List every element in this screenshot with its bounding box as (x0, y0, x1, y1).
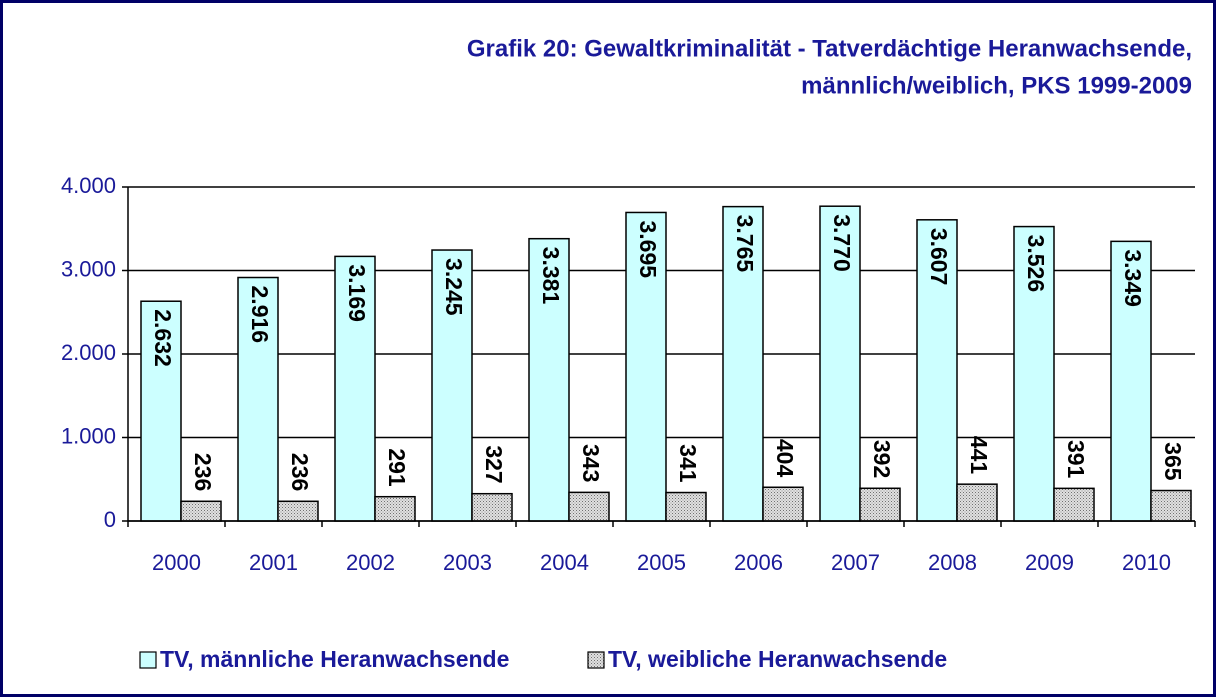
bar (431, 249, 473, 522)
bar (956, 483, 998, 522)
bar (1110, 240, 1152, 522)
legend-swatch (587, 651, 605, 669)
value-label: 3.765 (732, 215, 758, 273)
bar (180, 500, 222, 522)
x-tick-label: 2006 (734, 550, 783, 575)
chart-subtitle: männlich/weiblich, PKS 1999-2009 (801, 72, 1192, 99)
value-label: 3.245 (441, 258, 467, 316)
legend-label: TV, männliche Heranwachsende (160, 646, 509, 672)
y-tick-label: 3.000 (61, 256, 116, 281)
bar (762, 486, 804, 522)
bar (819, 205, 861, 522)
x-tick-label: 2002 (346, 550, 395, 575)
x-tick-label: 2000 (152, 550, 201, 575)
value-label: 392 (869, 440, 895, 478)
value-label: 3.349 (1120, 249, 1146, 307)
y-tick-label: 2.000 (61, 340, 116, 365)
value-label: 3.770 (829, 214, 855, 272)
bar (471, 492, 513, 522)
value-label: 291 (384, 448, 410, 487)
value-label: 236 (287, 453, 313, 491)
bar (1013, 225, 1055, 522)
value-label: 3.607 (926, 228, 952, 286)
legend-label: TV, weibliche Heranwachsende (608, 646, 947, 672)
bar (374, 495, 416, 522)
x-tick-label: 2008 (928, 550, 977, 575)
bar (665, 491, 707, 522)
x-tick-label: 2003 (443, 550, 492, 575)
value-label: 3.381 (538, 247, 564, 305)
value-label: 236 (190, 453, 216, 491)
chart-title: Grafik 20: Gewaltkriminalität - Tatverdä… (467, 35, 1192, 62)
y-tick-label: 1.000 (61, 423, 116, 448)
value-label: 404 (772, 439, 798, 478)
value-label: 327 (481, 445, 507, 483)
legend-swatch (139, 651, 157, 669)
value-label: 2.916 (247, 286, 273, 344)
bar (722, 205, 764, 522)
bar (625, 211, 667, 522)
value-label: 3.169 (344, 264, 370, 322)
bar (1150, 489, 1192, 522)
x-tick-label: 2001 (249, 550, 298, 575)
y-tick-label: 0 (104, 507, 116, 532)
x-tick-label: 2007 (831, 550, 880, 575)
x-tick-label: 2004 (540, 550, 589, 575)
value-label: 3.526 (1023, 235, 1049, 293)
value-label: 3.695 (635, 220, 661, 278)
value-label: 343 (578, 444, 604, 482)
x-tick-label: 2010 (1122, 550, 1171, 575)
x-tick-label: 2005 (637, 550, 686, 575)
value-label: 365 (1160, 442, 1186, 481)
bar (859, 487, 901, 522)
value-label: 441 (966, 436, 992, 475)
value-label: 341 (675, 444, 701, 483)
bar (916, 219, 958, 522)
value-label: 391 (1063, 440, 1089, 479)
bar (140, 300, 182, 522)
bar (277, 500, 319, 522)
x-tick-label: 2009 (1025, 550, 1074, 575)
bar (568, 491, 610, 522)
value-label: 2.632 (150, 309, 176, 367)
bar (1053, 487, 1095, 522)
y-tick-label: 4.000 (61, 173, 116, 198)
